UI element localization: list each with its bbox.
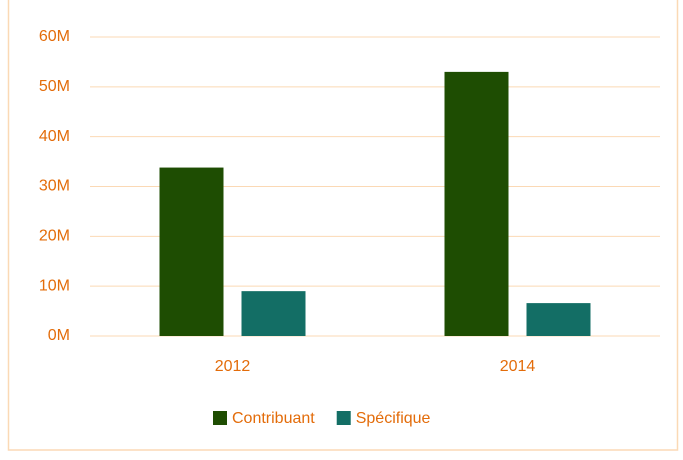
y-tick-label: 0M [48,327,70,344]
legend-swatch [213,411,227,425]
bar [526,303,591,336]
y-tick-label: 50M [39,78,70,95]
chart-border [7,0,679,451]
x-tick-label: 2014 [500,358,536,375]
bar [241,291,306,336]
y-tick-label: 60M [39,28,70,45]
legend-label: Contribuant [232,410,315,427]
y-tick-label: 10M [39,277,70,294]
x-tick-label: 2012 [215,358,251,375]
bar [444,71,509,336]
y-tick-label: 40M [39,128,70,145]
bar [159,167,224,336]
legend-swatch [336,411,351,425]
legend-label: Spécifique [356,410,431,427]
y-tick-label: 30M [39,178,70,195]
y-tick-label: 20M [39,228,70,245]
